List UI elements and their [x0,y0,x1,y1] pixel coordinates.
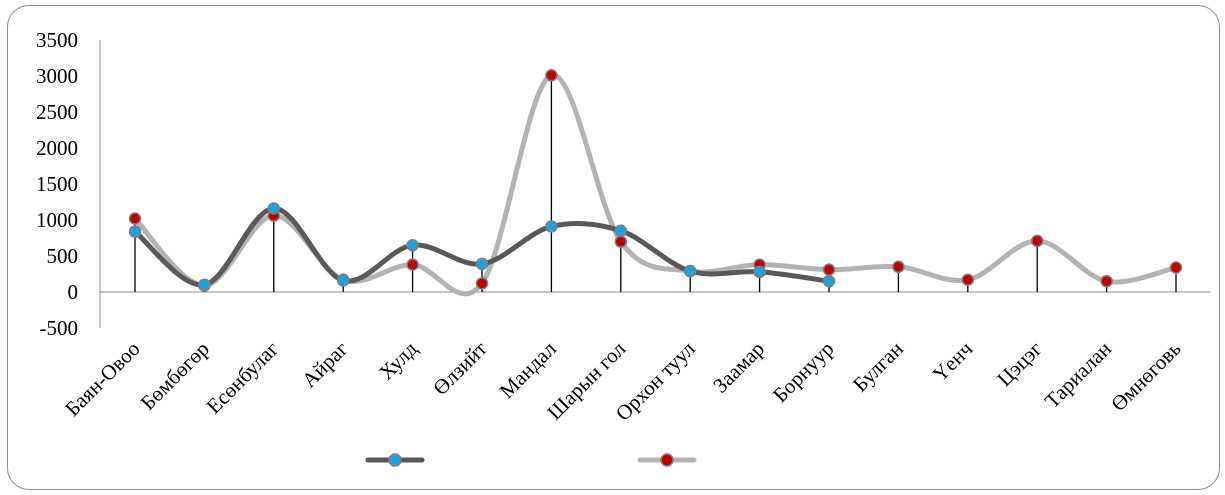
x-tick-label: Мандал [495,337,561,403]
series-markers [128,69,1183,292]
series-1-point [406,238,419,252]
drop-lines [134,75,1177,292]
series-1-point [545,220,558,233]
series-2-point [614,235,628,248]
series-1-line [132,205,832,288]
series-2-point [822,263,836,276]
series-1-point [128,225,142,238]
x-tick-label: Есөнбулаг [201,336,283,418]
legend-item-2 [637,453,697,467]
series-2-point [406,258,419,271]
x-tick-label: Хулд [374,336,422,384]
series-lines [132,72,1179,297]
y-tick-label: 3000 [36,64,78,88]
x-tick-label: Үенч [928,336,978,386]
x-tick-label: Булган [848,337,908,397]
series-1-point [198,278,211,292]
series-2-line [132,72,1179,297]
x-tick-label: Заамар [708,337,769,398]
y-tick-label: 1500 [36,172,78,196]
y-tick-label: -500 [40,316,79,340]
series-2-point [892,260,905,274]
series-2-point [545,69,558,82]
series-1-point [614,224,628,238]
y-tick-label: 2500 [36,100,78,124]
legend [365,453,697,467]
series-2-point [1100,274,1113,288]
x-tick-label: Өлзийт [428,337,491,400]
x-tick-label: Өмнөговь [1106,337,1185,416]
x-tick-label: Баян-Овоо [60,337,144,421]
y-tick-label: 2000 [36,136,78,160]
y-tick-label: 1000 [36,208,78,232]
series-2-point [1030,234,1044,248]
series-1-point [267,202,281,215]
series-1-point [753,265,766,279]
series-2-point [128,212,142,225]
x-tick-label: Айраг [297,336,353,392]
y-axis-tick-labels: -500 0 500 1000 1500 2000 2500 3000 3500 [36,28,78,340]
y-tick-label: 0 [68,280,79,304]
series-2-point [1169,261,1183,274]
series-1-point [336,274,350,287]
x-tick-label: Цэцэг [992,336,1047,391]
x-tick-label: Тариалан [1040,337,1116,413]
x-tick-label: Борнуур [768,337,839,408]
y-tick-label: 500 [47,244,79,268]
legend-marker-swatch [388,453,402,467]
series-1-point [475,257,489,271]
y-tick-label: 3500 [36,28,78,52]
legend-item-1 [365,453,425,467]
series-1-point [683,264,697,278]
series-2-point [961,273,975,287]
legend-marker-swatch [660,453,674,467]
series-2-point [475,277,489,290]
axes [99,40,1211,328]
series-1-point [822,274,836,288]
